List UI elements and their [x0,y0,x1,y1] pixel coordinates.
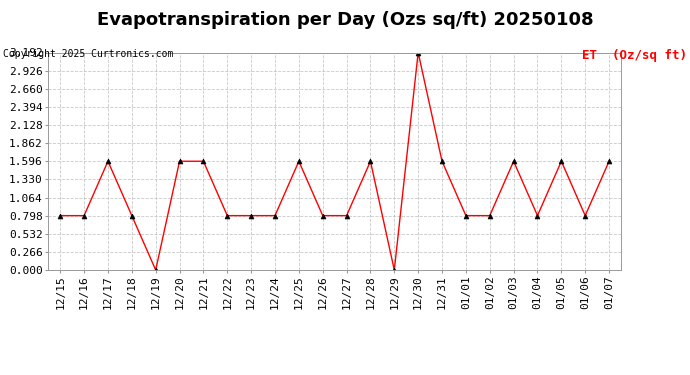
Text: Copyright 2025 Curtronics.com: Copyright 2025 Curtronics.com [3,49,174,59]
Text: Evapotranspiration per Day (Ozs sq/ft) 20250108: Evapotranspiration per Day (Ozs sq/ft) 2… [97,11,593,29]
Text: ET  (Oz/sq ft): ET (Oz/sq ft) [582,49,687,62]
